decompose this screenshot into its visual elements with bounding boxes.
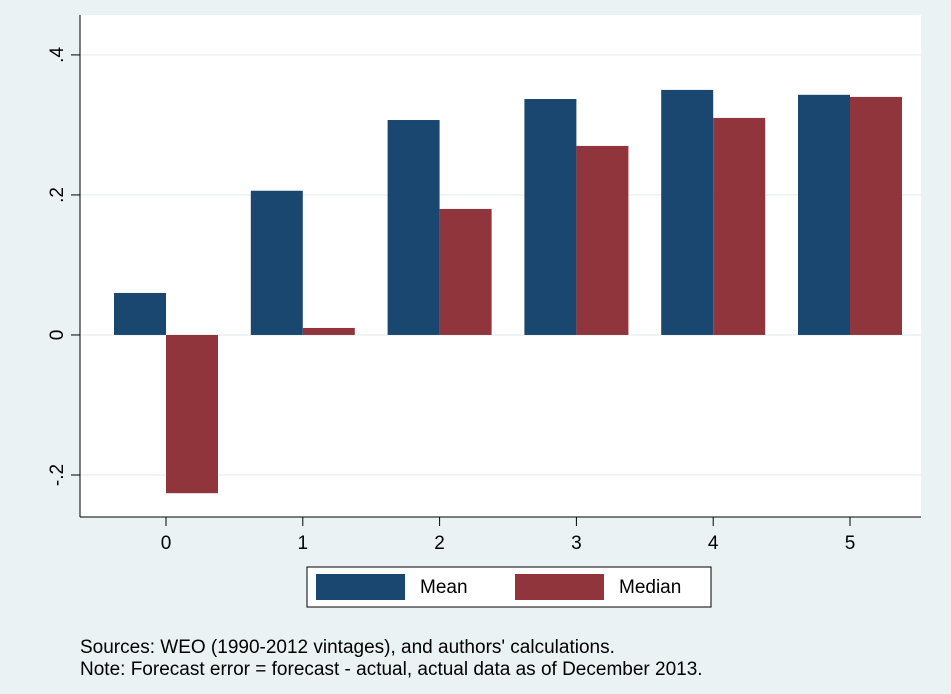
bar xyxy=(439,208,492,335)
bar xyxy=(524,99,577,335)
x-tick-label: 4 xyxy=(708,533,719,554)
x-tick-label: 5 xyxy=(845,533,856,554)
x-tick-label: 3 xyxy=(571,533,582,554)
bar xyxy=(114,292,166,335)
bar xyxy=(798,94,850,335)
x-tick-label: 1 xyxy=(298,533,309,554)
legend-label: Mean xyxy=(420,577,468,598)
x-tick-label: 0 xyxy=(161,533,172,554)
note: Sources: WEO (1990-2012 vintages), and a… xyxy=(80,637,615,658)
legend-swatch xyxy=(515,574,604,600)
legend-label: Median xyxy=(619,577,681,598)
y-tick-label: .2 xyxy=(47,187,68,203)
bar xyxy=(576,145,629,335)
note: Note: Forecast error = forecast - actual… xyxy=(80,659,703,680)
x-tick-label: 2 xyxy=(434,533,445,554)
bar xyxy=(850,96,902,335)
y-tick-label: 0 xyxy=(47,330,68,341)
bar xyxy=(250,190,303,335)
bar xyxy=(713,117,766,335)
y-tick-label: -.2 xyxy=(47,464,68,486)
bar xyxy=(661,89,714,335)
plot-area xyxy=(80,15,921,517)
legend-swatch xyxy=(316,574,405,600)
bar xyxy=(302,327,355,335)
bar xyxy=(387,120,440,335)
bar xyxy=(166,334,218,494)
y-tick-label: .4 xyxy=(47,47,68,63)
